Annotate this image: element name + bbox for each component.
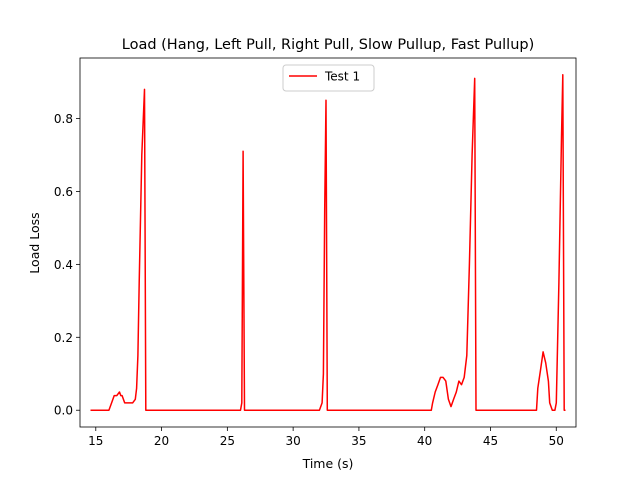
x-tick-label: 30 (285, 434, 300, 448)
chart-title: Load (Hang, Left Pull, Right Pull, Slow … (122, 37, 535, 53)
y-tick-label: 0.4 (54, 258, 73, 272)
x-tick-label: 15 (88, 434, 103, 448)
y-tick-label: 0.2 (54, 331, 73, 345)
x-tick-label: 45 (483, 434, 498, 448)
x-axis-label: Time (s) (302, 456, 354, 471)
x-tick-label: 40 (417, 434, 432, 448)
y-axis-label: Load Loss (27, 212, 42, 273)
legend-label-1: Test 1 (324, 70, 360, 84)
plot-area: 15 20 25 30 35 40 45 50 0.0 0.2 0.4 0.6 0.8 Test 1 (54, 57, 577, 448)
legend-box (282, 64, 375, 92)
y-tick-label: 0.8 (54, 112, 73, 126)
series-line-1 (90, 74, 566, 411)
x-tick-label: 25 (220, 434, 235, 448)
axes-frame (79, 57, 577, 428)
y-tick-label: 0.0 (54, 404, 73, 418)
x-tick-label: 20 (154, 434, 169, 448)
y-tick-label: 0.6 (54, 185, 73, 199)
x-tick-label: 35 (351, 434, 366, 448)
x-tick-label: 50 (549, 434, 564, 448)
